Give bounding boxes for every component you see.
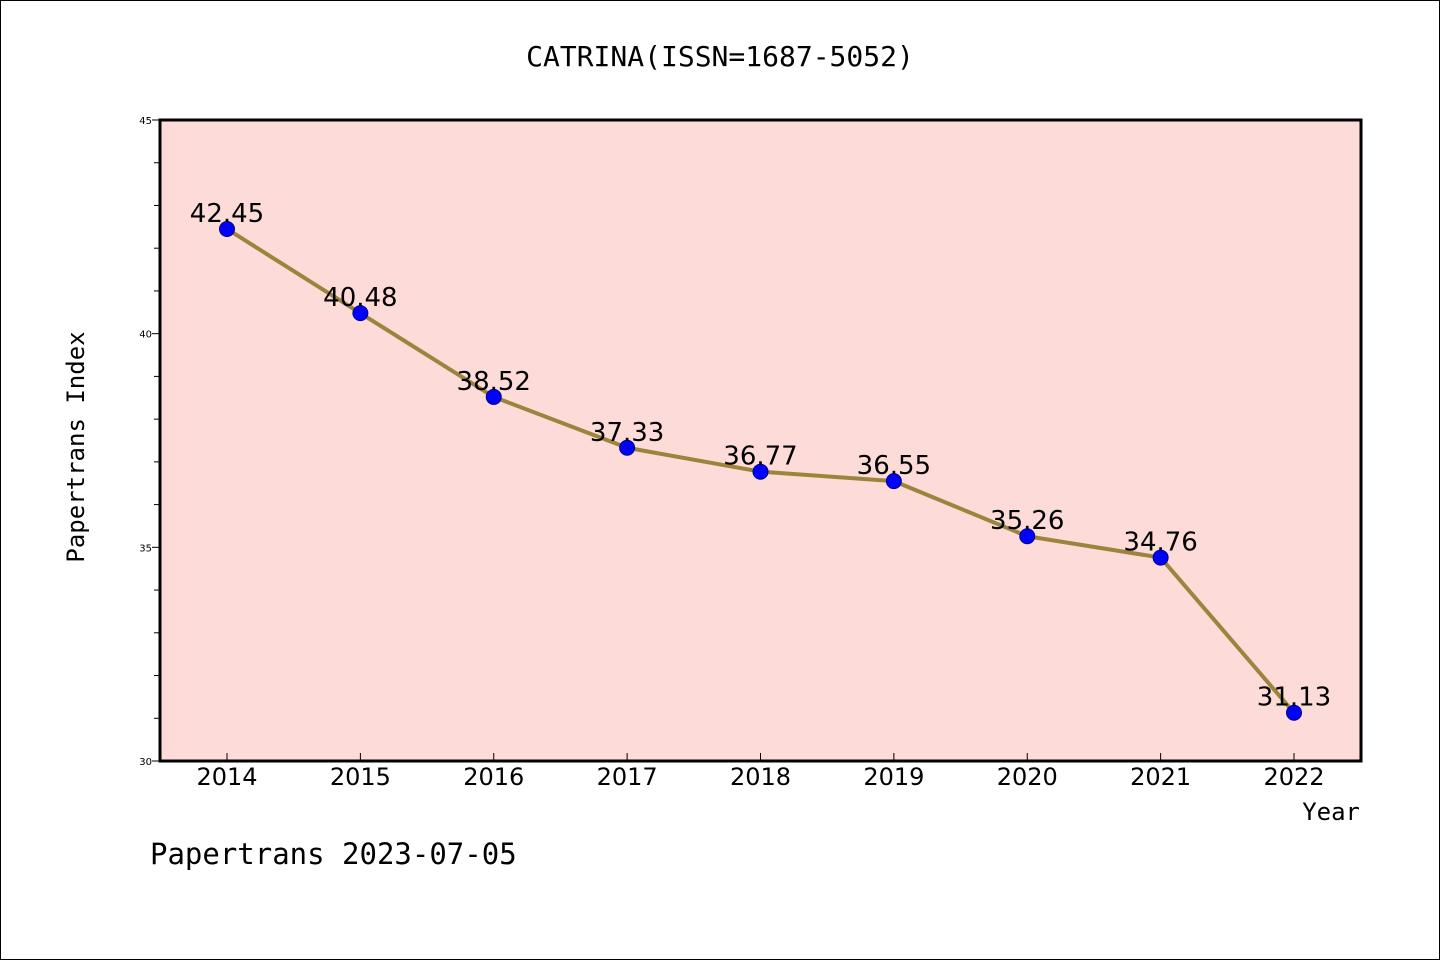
y-tick-label: 35 bbox=[139, 543, 152, 554]
data-label: 40.48 bbox=[323, 283, 397, 313]
data-point bbox=[352, 305, 369, 322]
data-point bbox=[485, 388, 502, 405]
data-point bbox=[885, 473, 902, 490]
plot-area bbox=[158, 118, 1363, 763]
data-point bbox=[1286, 704, 1302, 721]
data-label: 42.45 bbox=[190, 199, 264, 229]
footer-watermark-text: Papertrans 2023-07-05 bbox=[150, 837, 517, 871]
data-label: 34.76 bbox=[1123, 528, 1197, 558]
data-point bbox=[219, 220, 235, 237]
x-tick-label: 2014 bbox=[196, 763, 257, 791]
data-label: 36.77 bbox=[723, 442, 797, 472]
x-axis-label: Year bbox=[1302, 798, 1360, 826]
x-tick-label: 2018 bbox=[730, 763, 791, 791]
data-label: 38.52 bbox=[457, 367, 531, 397]
x-tick-label: 2016 bbox=[463, 763, 524, 791]
series-layer: 42.45 40.48 38.52 37.33 36.77 36.55 35.26 34.76… bbox=[190, 199, 1331, 721]
data-label: 37.33 bbox=[590, 418, 664, 448]
data-label: 35.26 bbox=[990, 506, 1064, 536]
data-point bbox=[619, 439, 636, 456]
x-tick-label: 2022 bbox=[1263, 763, 1324, 791]
x-tick-label: 2015 bbox=[330, 763, 391, 791]
x-tick-label: 2020 bbox=[997, 763, 1058, 791]
y-tick-label: 30 bbox=[139, 757, 152, 768]
y-axis-label: Papertrans Index bbox=[62, 331, 90, 562]
y-axis: 30 35 40 45 bbox=[139, 116, 160, 768]
x-axis: 2014 2015 2016 2017 2018 2019 2020 2021 2022 bbox=[196, 753, 1325, 791]
data-point bbox=[1019, 528, 1036, 545]
y-tick-label: 40 bbox=[139, 330, 152, 341]
data-point bbox=[1152, 549, 1169, 566]
data-label: 36.55 bbox=[857, 451, 931, 481]
chart-title: CATRINA(ISSN=1687-5052) bbox=[526, 40, 914, 73]
x-tick-label: 2017 bbox=[597, 763, 658, 791]
data-point bbox=[752, 463, 769, 480]
x-tick-label: 2019 bbox=[863, 763, 924, 791]
y-tick-label: 45 bbox=[139, 116, 152, 127]
x-tick-label: 2021 bbox=[1130, 763, 1191, 791]
data-label: 31.13 bbox=[1257, 683, 1331, 713]
